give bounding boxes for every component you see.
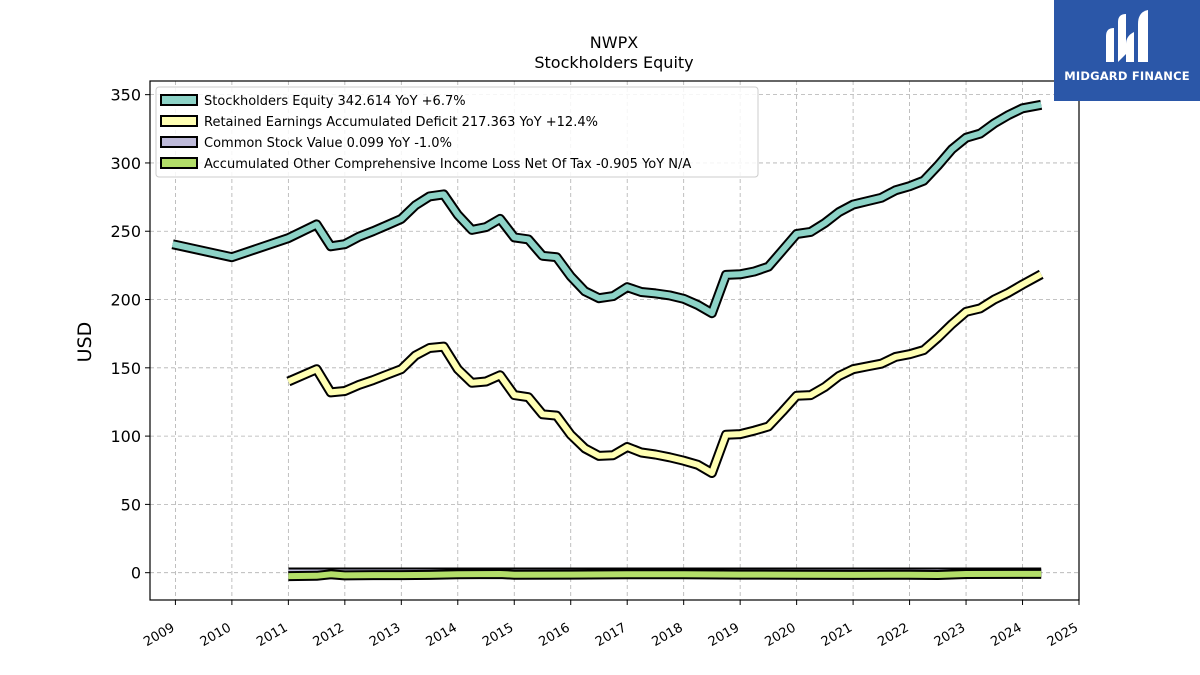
x-tick-label: 2010	[198, 620, 234, 650]
y-tick-label: 50	[121, 495, 141, 514]
series-line	[287, 271, 1043, 476]
legend: Stockholders Equity 342.614 YoY +6.7% Ret…	[155, 86, 759, 178]
x-tick-label: 2022	[875, 620, 911, 650]
series-line	[288, 570, 1042, 580]
y-tick-label: 350	[110, 86, 141, 105]
y-tick-label: 100	[110, 427, 141, 446]
y-tick-label: 0	[131, 564, 141, 583]
series-1	[171, 99, 1043, 319]
chart-title: NWPX	[590, 33, 638, 52]
series-2	[286, 269, 1044, 478]
series-layer	[171, 99, 1044, 582]
y-axis-label: USD	[74, 322, 96, 363]
legend-box	[155, 86, 759, 178]
legend-swatch	[160, 94, 198, 106]
x-tick-label: 2020	[762, 620, 798, 650]
series-line-outline	[286, 269, 1044, 478]
plot-frame	[149, 80, 1080, 601]
chart-subtitle: Stockholders Equity	[534, 53, 693, 72]
y-tick-label: 250	[110, 222, 141, 241]
x-tick-label: 2013	[367, 620, 403, 650]
midgard-m-logo-icon	[1106, 10, 1148, 62]
x-tick-label: 2019	[706, 620, 742, 650]
y-tick-label: 300	[110, 154, 141, 173]
legend-swatch	[160, 136, 198, 148]
x-tick-label: 2018	[650, 620, 686, 650]
legend-swatch	[160, 115, 198, 127]
x-tick-label: 2009	[141, 620, 177, 650]
y-tick-label: 150	[110, 359, 141, 378]
x-tick-label: 2024	[988, 620, 1024, 650]
x-tick-label: 2021	[819, 620, 855, 650]
series-4	[288, 568, 1042, 582]
y-tick-label: 200	[110, 291, 141, 310]
legend-entry: Accumulated Other Comprehensive Income L…	[204, 157, 691, 172]
series-line	[171, 101, 1042, 317]
midgard-finance-logo: MIDGARD FINANCE	[1054, 0, 1200, 101]
x-tick-label: 2011	[254, 620, 290, 650]
x-tick-label: 2023	[932, 620, 968, 650]
legend-entry: Retained Earnings Accumulated Deficit 21…	[204, 115, 598, 130]
x-tick-label: 2014	[424, 620, 460, 650]
brand-name: MIDGARD FINANCE	[1064, 69, 1190, 83]
legend-entry: Common Stock Value 0.099 YoY -1.0%	[204, 136, 452, 151]
x-tick-label: 2015	[480, 620, 516, 650]
x-tick-label: 2017	[593, 620, 629, 650]
x-tick-label: 2025	[1045, 620, 1081, 650]
legend-swatch	[160, 157, 198, 169]
x-tick-label: 2012	[311, 620, 347, 650]
legend-entry: Stockholders Equity 342.614 YoY +6.7%	[204, 94, 466, 109]
x-tick-label: 2016	[537, 620, 573, 650]
